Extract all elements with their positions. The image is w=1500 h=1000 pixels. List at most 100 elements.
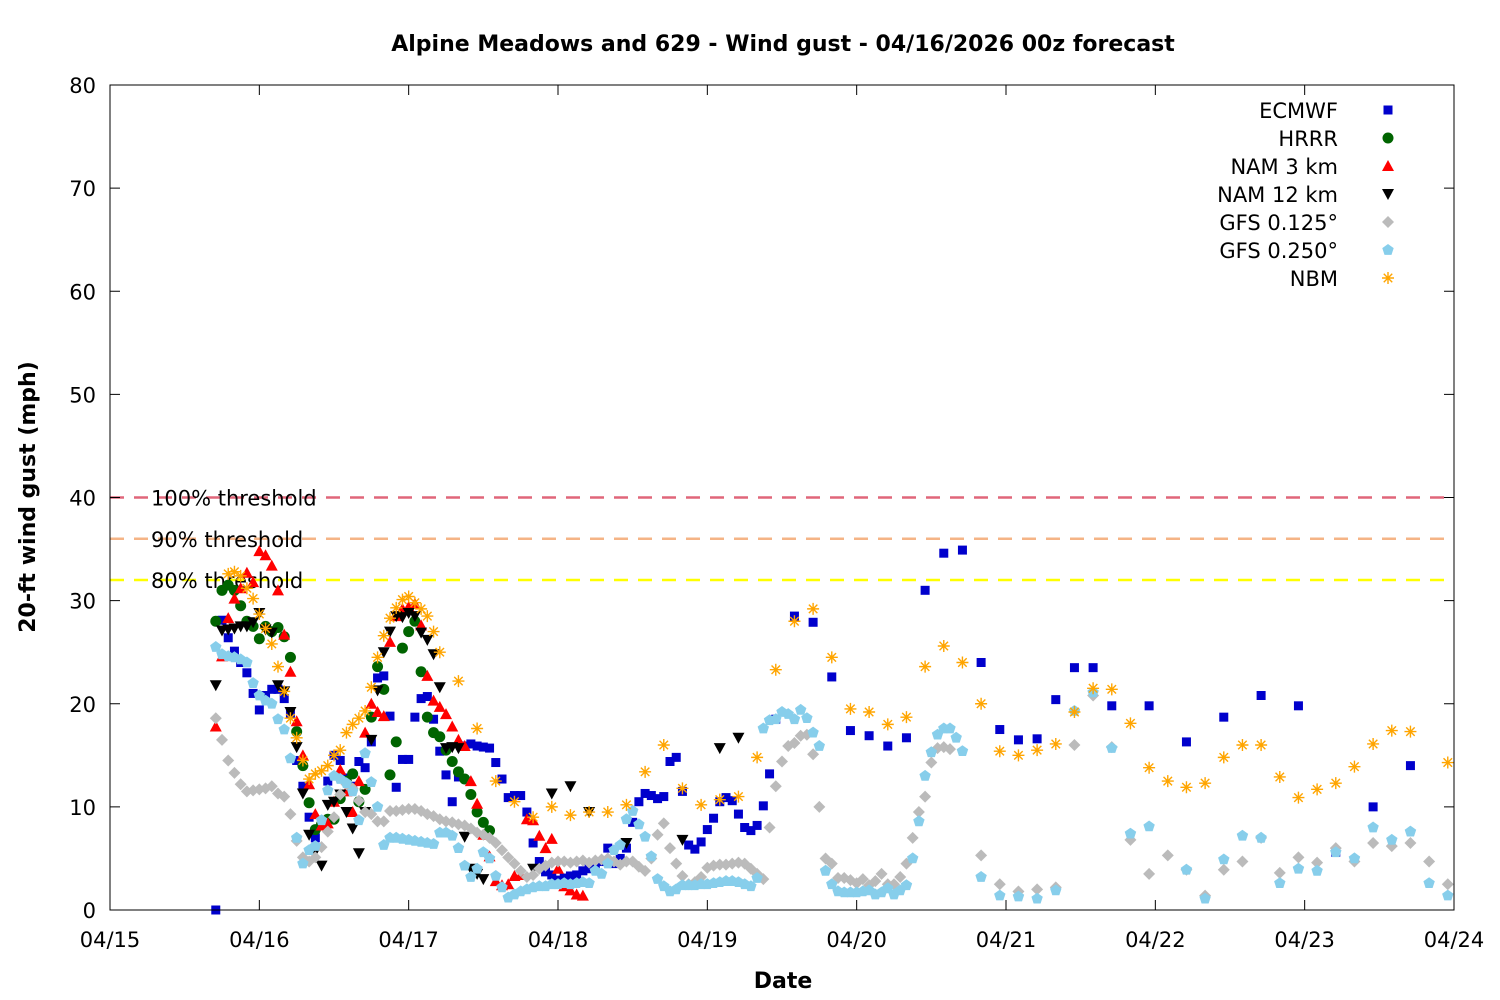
data-point	[240, 566, 253, 578]
data-point	[353, 814, 365, 826]
data-points	[209, 545, 1454, 915]
data-point	[290, 731, 303, 744]
data-point	[265, 559, 278, 571]
data-point	[659, 792, 669, 802]
x-tick-label: 04/22	[1125, 928, 1186, 952]
data-point	[334, 788, 347, 801]
data-point	[564, 781, 577, 793]
y-tick-label: 70	[69, 177, 96, 201]
data-point	[541, 867, 551, 877]
data-point	[937, 640, 950, 652]
data-point	[384, 626, 396, 638]
data-point	[639, 765, 652, 778]
data-point	[352, 794, 365, 807]
data-point	[340, 726, 353, 739]
data-point	[1031, 744, 1044, 757]
y-tick-label: 10	[69, 796, 96, 820]
data-point	[1441, 756, 1454, 769]
data-point	[396, 642, 408, 654]
data-point	[819, 864, 832, 876]
data-point	[446, 720, 459, 732]
data-point	[466, 739, 476, 749]
data-point	[533, 829, 546, 841]
data-point	[765, 769, 775, 779]
data-point	[346, 823, 359, 835]
data-point	[1161, 775, 1174, 788]
data-point	[1144, 701, 1154, 711]
data-point	[303, 797, 315, 809]
data-point	[578, 866, 588, 876]
data-point	[359, 704, 372, 717]
data-point	[1143, 867, 1156, 880]
data-point	[1143, 761, 1156, 774]
data-point	[502, 851, 515, 864]
data-point	[247, 677, 259, 688]
data-point	[552, 855, 564, 868]
data-point	[323, 776, 333, 786]
data-point	[995, 725, 1005, 735]
data-point	[447, 797, 457, 807]
data-point	[639, 830, 651, 842]
data-point	[976, 658, 986, 667]
data-point	[1088, 663, 1098, 673]
data-point	[397, 754, 407, 764]
data-point	[210, 615, 222, 627]
data-point	[377, 815, 390, 828]
data-point	[315, 764, 328, 777]
x-tick-label: 04/23	[1274, 928, 1335, 952]
data-point	[1124, 717, 1137, 730]
data-point	[657, 817, 670, 830]
data-point	[584, 864, 594, 874]
data-point	[763, 821, 776, 834]
data-point	[1032, 734, 1042, 744]
data-point	[1068, 739, 1081, 751]
data-point	[1199, 892, 1211, 904]
data-point	[340, 807, 353, 819]
data-point	[527, 811, 540, 824]
data-point	[1386, 833, 1398, 845]
data-point	[371, 815, 384, 828]
threshold-label: 90% threshold	[151, 528, 303, 552]
data-point	[210, 641, 222, 652]
data-point	[564, 809, 577, 822]
data-point	[408, 596, 421, 609]
data-point	[1292, 791, 1305, 804]
data-point	[408, 611, 421, 623]
data-point	[1273, 770, 1286, 783]
data-point	[528, 838, 538, 848]
data-point	[758, 801, 768, 811]
data-point	[1218, 853, 1230, 865]
data-point	[396, 593, 409, 606]
data-point	[1199, 777, 1212, 790]
data-point	[471, 862, 483, 874]
data-point	[695, 798, 708, 811]
data-point	[477, 874, 490, 886]
data-point	[1404, 825, 1417, 837]
data-point	[365, 734, 378, 746]
data-point	[920, 585, 930, 595]
data-point	[639, 864, 652, 877]
data-point	[640, 788, 650, 798]
data-point	[465, 789, 477, 800]
data-point	[795, 703, 807, 715]
data-point	[665, 757, 675, 766]
legend-label: NAM 12 km	[1217, 183, 1338, 207]
data-point	[1368, 802, 1378, 812]
data-point	[807, 726, 819, 738]
data-point	[464, 775, 477, 787]
data-point	[745, 880, 757, 892]
data-point	[620, 813, 633, 825]
data-point	[209, 712, 222, 725]
data-point	[1404, 836, 1417, 849]
data-point	[229, 646, 239, 656]
data-point	[1348, 852, 1361, 864]
data-point	[385, 711, 395, 721]
data-point	[883, 741, 893, 751]
data-point	[975, 849, 988, 862]
data-point	[304, 812, 314, 822]
data-point	[1255, 831, 1267, 843]
data-point	[322, 784, 334, 796]
data-point	[1013, 735, 1023, 745]
data-point	[321, 759, 334, 772]
data-point	[459, 859, 471, 871]
